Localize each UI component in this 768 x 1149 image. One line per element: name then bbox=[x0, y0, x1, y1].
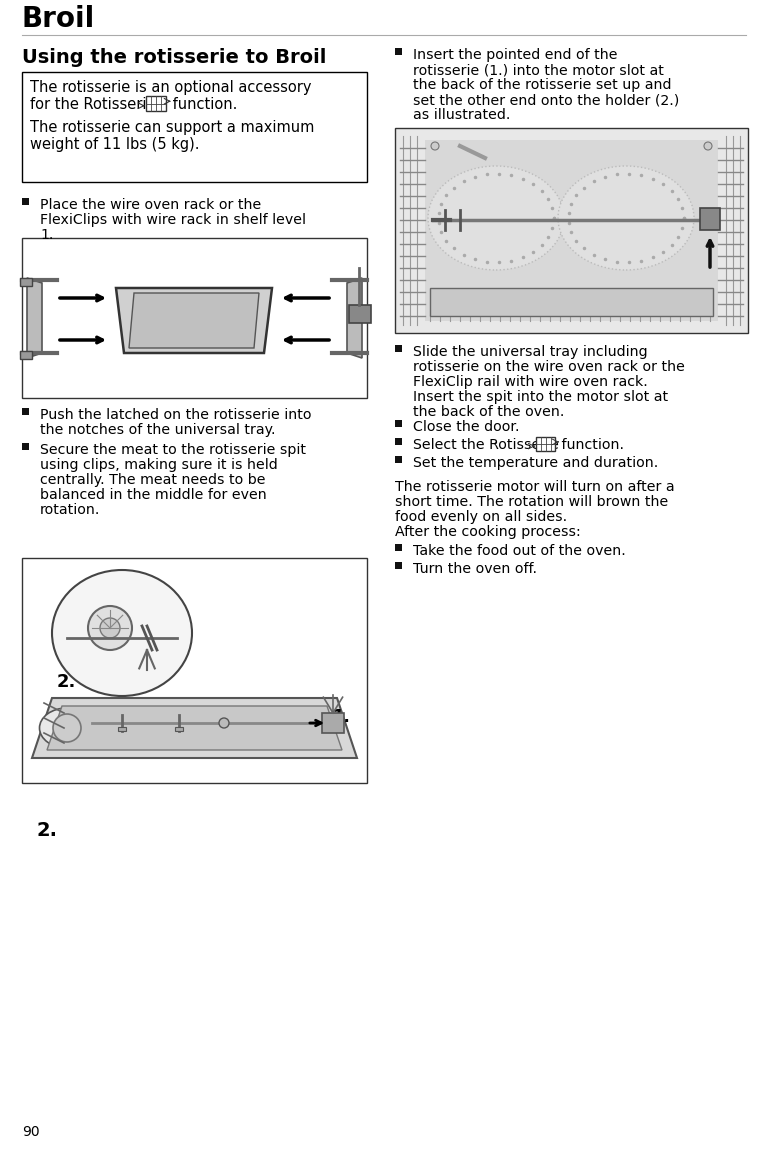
Text: the back of the oven.: the back of the oven. bbox=[413, 404, 564, 419]
Polygon shape bbox=[47, 705, 342, 750]
Bar bbox=[395, 438, 402, 445]
Polygon shape bbox=[27, 278, 42, 358]
Text: for the Rotisserie: for the Rotisserie bbox=[30, 97, 155, 111]
Bar bbox=[425, 140, 718, 321]
Bar bbox=[700, 208, 720, 230]
Text: 2.: 2. bbox=[57, 673, 76, 691]
Bar bbox=[430, 288, 713, 316]
Bar bbox=[395, 456, 402, 463]
Circle shape bbox=[53, 714, 81, 742]
Bar bbox=[22, 72, 367, 182]
Text: Slide the universal tray including: Slide the universal tray including bbox=[413, 345, 647, 358]
Text: short time. The rotation will brown the: short time. The rotation will brown the bbox=[395, 495, 668, 509]
Ellipse shape bbox=[558, 165, 694, 270]
Text: The rotisserie is an optional accessory: The rotisserie is an optional accessory bbox=[30, 80, 312, 95]
Bar bbox=[22, 198, 29, 205]
Bar bbox=[22, 408, 29, 415]
Bar bbox=[322, 714, 344, 733]
Bar bbox=[536, 437, 555, 452]
Text: using clips, making sure it is held: using clips, making sure it is held bbox=[40, 458, 278, 472]
Circle shape bbox=[431, 142, 439, 151]
Text: Select the Rotisserie: Select the Rotisserie bbox=[413, 438, 559, 452]
Text: rotisserie on the wire oven rack or the: rotisserie on the wire oven rack or the bbox=[413, 360, 685, 375]
Circle shape bbox=[100, 618, 120, 638]
Bar bbox=[395, 345, 402, 352]
Bar bbox=[349, 304, 371, 323]
Text: 1.: 1. bbox=[40, 228, 53, 242]
Text: function.: function. bbox=[168, 97, 237, 111]
Polygon shape bbox=[116, 288, 272, 353]
Text: function.: function. bbox=[557, 438, 624, 452]
Polygon shape bbox=[129, 293, 259, 348]
Text: 2.: 2. bbox=[37, 820, 58, 840]
Bar bbox=[146, 97, 166, 111]
Text: FlexiClips with wire rack in shelf level: FlexiClips with wire rack in shelf level bbox=[40, 213, 306, 228]
Ellipse shape bbox=[428, 165, 564, 270]
Text: The rotisserie motor will turn on after a: The rotisserie motor will turn on after … bbox=[395, 480, 674, 494]
Ellipse shape bbox=[39, 708, 94, 748]
Text: FlexiClip rail with wire oven rack.: FlexiClip rail with wire oven rack. bbox=[413, 375, 647, 390]
Circle shape bbox=[219, 718, 229, 728]
Text: food evenly on all sides.: food evenly on all sides. bbox=[395, 510, 567, 524]
Text: Secure the meat to the rotisserie spit: Secure the meat to the rotisserie spit bbox=[40, 444, 306, 457]
Text: Take the food out of the oven.: Take the food out of the oven. bbox=[413, 543, 626, 558]
Text: Turn the oven off.: Turn the oven off. bbox=[413, 562, 537, 576]
Text: rotisserie (1.) into the motor slot at: rotisserie (1.) into the motor slot at bbox=[413, 63, 664, 77]
Polygon shape bbox=[347, 278, 362, 358]
Text: Broil: Broil bbox=[22, 5, 95, 33]
Text: After the cooking process:: After the cooking process: bbox=[395, 525, 581, 539]
Text: the notches of the universal tray.: the notches of the universal tray. bbox=[40, 423, 276, 437]
Bar bbox=[395, 128, 748, 333]
Text: Push the latched on the rotisserie into: Push the latched on the rotisserie into bbox=[40, 408, 312, 422]
Text: the back of the rotisserie set up and: the back of the rotisserie set up and bbox=[413, 78, 671, 92]
Bar bbox=[395, 562, 402, 569]
Polygon shape bbox=[32, 697, 357, 758]
Bar bbox=[20, 350, 32, 358]
Text: centrally. The meat needs to be: centrally. The meat needs to be bbox=[40, 473, 266, 487]
Bar bbox=[118, 727, 126, 731]
Text: weight of 11 lbs (5 kg).: weight of 11 lbs (5 kg). bbox=[30, 137, 200, 152]
Text: Place the wire oven rack or the: Place the wire oven rack or the bbox=[40, 198, 261, 213]
Text: Insert the pointed end of the: Insert the pointed end of the bbox=[413, 48, 617, 62]
Bar bbox=[175, 727, 183, 731]
Bar bbox=[20, 278, 32, 286]
Bar bbox=[395, 421, 402, 427]
Bar bbox=[22, 444, 29, 450]
Bar bbox=[22, 558, 367, 782]
Text: Insert the spit into the motor slot at: Insert the spit into the motor slot at bbox=[413, 390, 668, 404]
Text: Using the rotisserie to Broil: Using the rotisserie to Broil bbox=[22, 48, 326, 67]
Bar bbox=[395, 543, 402, 552]
Text: Close the door.: Close the door. bbox=[413, 421, 519, 434]
Text: balanced in the middle for even: balanced in the middle for even bbox=[40, 488, 266, 502]
Bar bbox=[395, 48, 402, 55]
Ellipse shape bbox=[52, 570, 192, 696]
Circle shape bbox=[88, 606, 132, 650]
Text: The rotisserie can support a maximum: The rotisserie can support a maximum bbox=[30, 119, 314, 134]
Text: 90: 90 bbox=[22, 1125, 40, 1139]
Bar bbox=[22, 238, 367, 398]
Text: 1.: 1. bbox=[332, 708, 350, 726]
Text: rotation.: rotation. bbox=[40, 503, 101, 517]
Text: Set the temperature and duration.: Set the temperature and duration. bbox=[413, 456, 658, 470]
Circle shape bbox=[704, 142, 712, 151]
Text: set the other end onto the holder (2.): set the other end onto the holder (2.) bbox=[413, 93, 679, 107]
Text: as illustrated.: as illustrated. bbox=[413, 108, 511, 122]
